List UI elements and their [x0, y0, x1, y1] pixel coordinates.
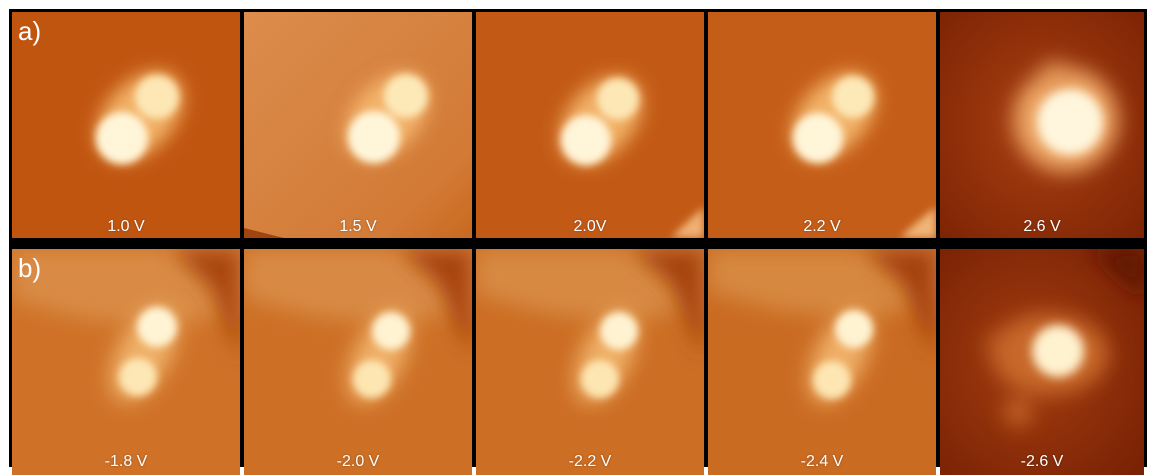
stm-image-b1 — [12, 249, 240, 475]
stm-panel-a5: 2.6 V — [940, 12, 1144, 238]
voltage-label: -2.4 V — [800, 453, 844, 470]
stm-image-b2 — [244, 249, 472, 475]
voltage-label: -2.2 V — [568, 453, 612, 470]
voltage-label: 1.5 V — [339, 218, 377, 235]
stm-panel-a2: 1.5 V — [244, 12, 472, 238]
stm-image-b5 — [940, 249, 1144, 475]
voltage-label: 2.6 V — [1023, 218, 1061, 235]
voltage-label: 2.0V — [573, 218, 607, 235]
stm-image-figure: 1.0 V 1 — [9, 9, 1147, 475]
row-a: 1.0 V 1 — [12, 12, 1144, 238]
stm-panel-b2: -2.0 V — [244, 249, 472, 475]
voltage-label: 2.2 V — [803, 218, 841, 235]
voltage-label: -2.6 V — [1020, 453, 1064, 470]
stm-panel-a4: 2.2 V — [708, 12, 936, 238]
stm-image-a4 — [708, 12, 936, 238]
voltage-label: -2.0 V — [336, 453, 380, 470]
stm-image-b4 — [708, 249, 936, 475]
stm-panel-b3: -2.2 V — [476, 249, 704, 475]
stm-image-a2 — [244, 12, 472, 238]
stm-image-a1 — [12, 12, 240, 238]
voltage-label: 1.0 V — [107, 218, 145, 235]
stm-panel-b5: -2.6 V — [940, 249, 1144, 475]
row-label-b: b) — [18, 253, 42, 283]
stm-panel-a1: 1.0 V — [12, 12, 240, 238]
row-b: -1.8 V -2.0 V — [12, 249, 1144, 475]
stm-image-b3 — [476, 249, 704, 475]
stm-panel-a3: 2.0V — [476, 12, 704, 238]
stm-image-a3 — [476, 12, 704, 238]
stm-image-a5 — [940, 12, 1144, 238]
row-label-a: a) — [18, 16, 42, 46]
stm-panel-b4: -2.4 V — [708, 249, 936, 475]
voltage-label: -1.8 V — [104, 453, 148, 470]
stm-panel-b1: -1.8 V — [12, 249, 240, 475]
